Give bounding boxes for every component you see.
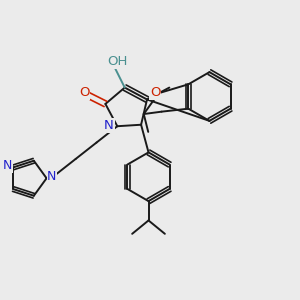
Text: OH: OH [107, 55, 128, 68]
Text: O: O [150, 86, 160, 99]
Text: N: N [3, 159, 13, 172]
Text: N: N [47, 170, 57, 183]
Text: N: N [104, 119, 114, 132]
Text: O: O [79, 86, 89, 99]
